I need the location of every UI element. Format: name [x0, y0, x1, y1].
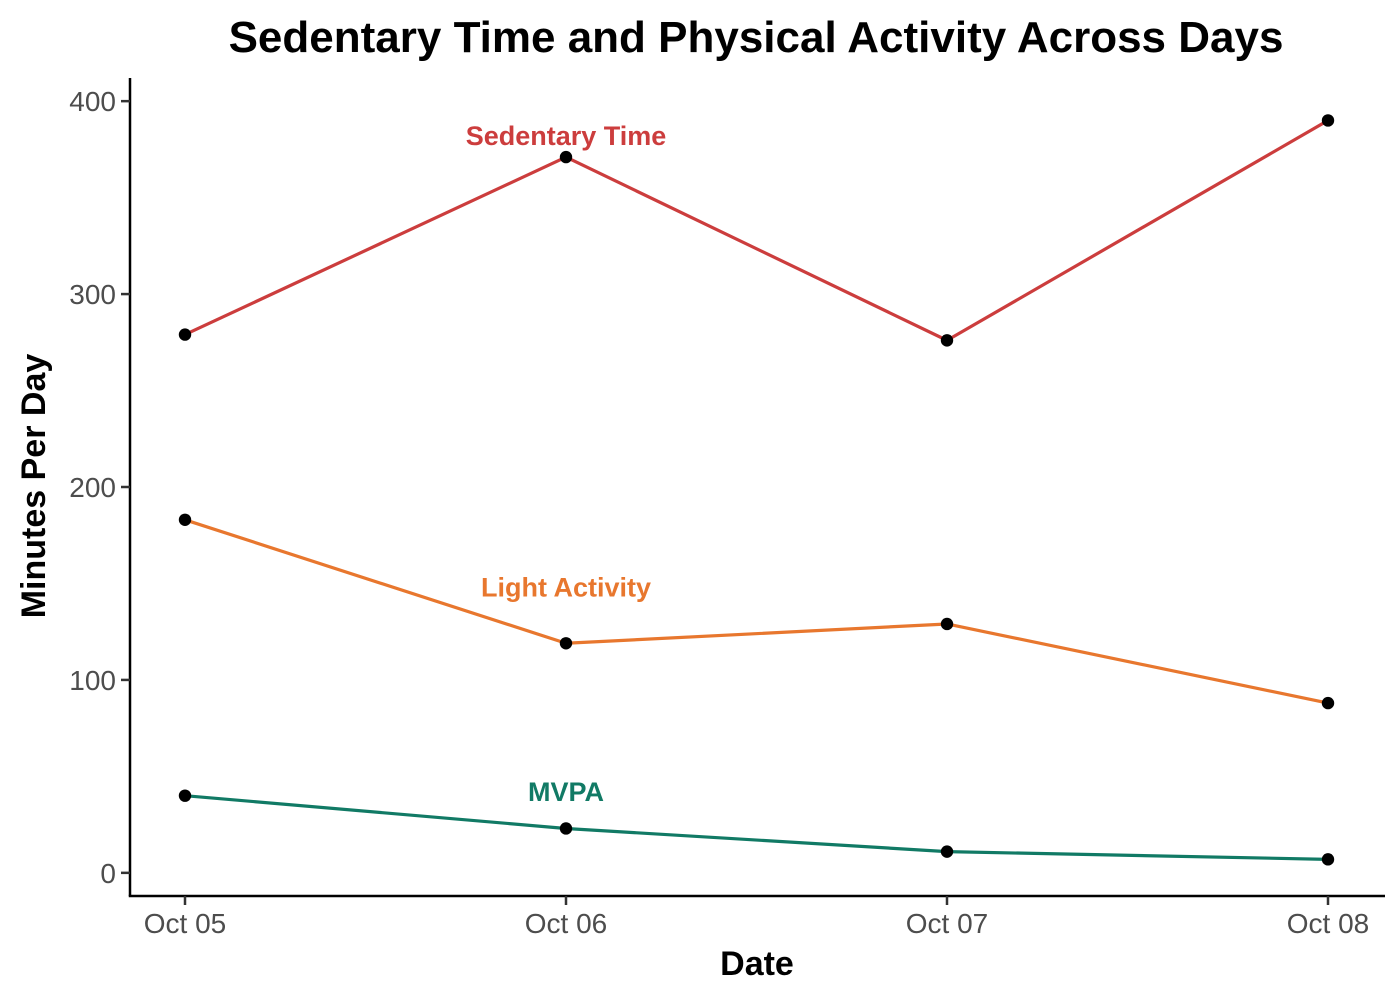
data-point-light-activity-oct-08: [1321, 696, 1335, 710]
series-line-mvpa: [183, 794, 1330, 861]
y-tick-label-300: 300: [69, 279, 116, 310]
y-tick-label-200: 200: [69, 472, 116, 503]
x-tick-label-oct-07: Oct 07: [906, 908, 988, 939]
data-point-mvpa-oct-07: [940, 845, 954, 858]
series-points: [178, 114, 1335, 866]
series-label-mvpa: MVPA: [528, 777, 604, 807]
series-labels: Sedentary Time Light Activity MVPA: [466, 121, 667, 807]
data-point-sedentary-time-oct-05: [178, 328, 192, 341]
data-point-mvpa-oct-08: [1321, 853, 1335, 866]
data-point-mvpa-oct-05: [178, 789, 192, 802]
x-tick-label-oct-08: Oct 08: [1287, 908, 1369, 939]
data-point-sedentary-time-oct-08: [1321, 114, 1335, 127]
series-label-sedentary-time: Sedentary Time: [466, 121, 667, 151]
x-axis-title: Date: [720, 945, 794, 983]
series-lines: [183, 118, 1330, 861]
plot-area: 0 100 200 300 400 Oct 05 Oct 06 Oct 07 Oct 08 S…: [69, 78, 1385, 939]
series-line-sedentary-time: [183, 118, 1330, 342]
x-axis-ticks: Oct 05 Oct 06 Oct 07 Oct 08: [144, 896, 1369, 939]
series-label-light-activity: Light Activity: [481, 572, 651, 602]
data-point-light-activity-oct-05: [178, 513, 192, 526]
chart-title: Sedentary Time and Physical Activity Acr…: [229, 13, 1284, 62]
data-point-light-activity-oct-07: [940, 617, 954, 631]
data-point-light-activity-oct-06: [559, 637, 573, 650]
x-tick-label-oct-06: Oct 06: [525, 908, 607, 939]
x-tick-label-oct-05: Oct 05: [144, 908, 226, 939]
y-axis-ticks: 0 100 200 300 400: [69, 86, 130, 889]
series-line-light-activity: [183, 518, 1330, 705]
data-point-sedentary-time-oct-06: [559, 150, 573, 164]
y-tick-label-0: 0: [100, 858, 116, 889]
data-point-sedentary-time-oct-07: [940, 334, 954, 347]
y-tick-label-100: 100: [69, 665, 116, 696]
y-axis-title: Minutes Per Day: [15, 354, 53, 619]
data-point-mvpa-oct-06: [559, 822, 573, 835]
y-tick-label-400: 400: [69, 86, 116, 117]
